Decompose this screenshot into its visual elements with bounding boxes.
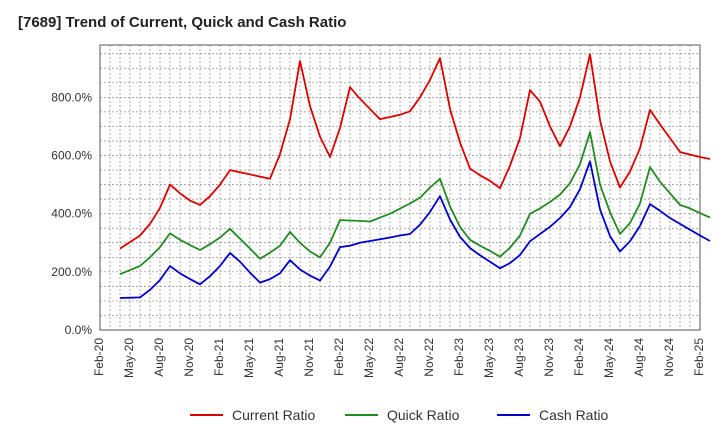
x-tick-label: Nov-22 — [422, 338, 436, 377]
series-line — [119, 53, 711, 250]
x-tick-label: Feb-22 — [332, 338, 346, 376]
x-tick-label: Feb-21 — [212, 338, 226, 376]
x-tick-label: Nov-24 — [662, 338, 676, 377]
plot-area-frame — [99, 44, 701, 331]
x-tick-label: Nov-21 — [302, 338, 316, 377]
legend: Current Ratio Quick Ratio Cash Ratio — [190, 407, 608, 423]
x-tick-label: Aug-22 — [392, 338, 406, 377]
x-tick-label: Feb-20 — [92, 338, 106, 376]
legend-label: Cash Ratio — [539, 407, 608, 423]
x-tick-label: Feb-23 — [452, 338, 466, 376]
x-tick-label: May-24 — [602, 338, 616, 378]
legend-label: Current Ratio — [232, 407, 315, 423]
chart-title: [7689] Trend of Current, Quick and Cash … — [18, 14, 347, 31]
y-tick-label: 800.0% — [51, 90, 92, 104]
series-line — [119, 160, 711, 299]
legend-label: Quick Ratio — [387, 407, 460, 423]
y-tick-label: 200.0% — [51, 265, 92, 279]
x-tick-label: Aug-23 — [512, 338, 526, 377]
x-tick-label: Aug-20 — [152, 338, 166, 377]
grid-lines — [100, 45, 700, 330]
y-tick-label: 600.0% — [51, 149, 92, 163]
series-lines — [119, 53, 711, 299]
x-tick-label: May-22 — [362, 338, 376, 378]
x-tick-label: Aug-21 — [272, 338, 286, 377]
axis-labels: 0.0% 200.0% 400.0% 600.0% 800.0% Feb-20 May-20… — [51, 90, 706, 378]
y-tick-label: 400.0% — [51, 207, 92, 221]
y-tick-label: 0.0% — [65, 323, 93, 337]
x-tick-label: Nov-20 — [182, 338, 196, 377]
x-tick-label: Aug-24 — [632, 338, 646, 377]
x-tick-label: May-21 — [242, 338, 256, 378]
x-tick-label: May-20 — [122, 338, 136, 378]
x-tick-label: Feb-25 — [692, 338, 706, 376]
x-tick-label: Feb-24 — [572, 338, 586, 376]
x-tick-label: Nov-23 — [542, 338, 556, 377]
x-tick-label: May-23 — [482, 338, 496, 378]
series-line — [119, 131, 711, 276]
